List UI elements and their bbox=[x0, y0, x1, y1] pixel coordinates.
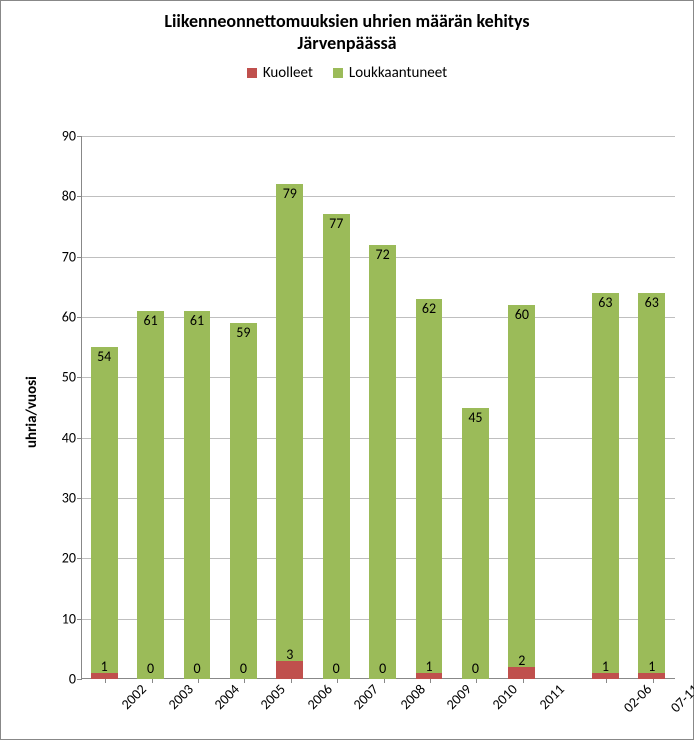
bar-value-loukkaantuneet: 79 bbox=[283, 185, 297, 202]
bar: 1 63 bbox=[592, 136, 619, 679]
bar-value-kuolleet: 1 bbox=[425, 658, 432, 675]
bar-value-kuolleet: 0 bbox=[193, 660, 200, 677]
x-tick-label: 2010 bbox=[484, 675, 522, 713]
bar-value-loukkaantuneet: 54 bbox=[97, 348, 111, 365]
bar-value-loukkaantuneet: 63 bbox=[645, 294, 659, 311]
bar-segment-loukkaantuneet bbox=[508, 305, 535, 667]
bar-value-kuolleet: 3 bbox=[286, 646, 293, 663]
legend-swatch bbox=[333, 68, 343, 78]
bar-segment-loukkaantuneet bbox=[638, 293, 665, 673]
x-tick-label: 2005 bbox=[252, 675, 290, 713]
x-tick-label: 2004 bbox=[205, 675, 243, 713]
bar: 0 72 bbox=[369, 136, 396, 679]
x-tick-label: 2011 bbox=[530, 675, 568, 713]
bar: 3 79 bbox=[276, 136, 303, 679]
bar-value-loukkaantuneet: 60 bbox=[515, 306, 529, 323]
bar: 0 45 bbox=[462, 136, 489, 679]
legend-item: Kuolleet bbox=[247, 64, 313, 82]
legend-label: Kuolleet bbox=[263, 64, 313, 82]
plot-area: uhria/vuosi 0102030405060708090200220032… bbox=[81, 136, 675, 679]
bar-value-kuolleet: 0 bbox=[472, 660, 479, 677]
y-axis-label: uhria/vuosi bbox=[23, 376, 41, 448]
chart-title: Liikenneonnettomuuksien uhrien määrän ke… bbox=[1, 1, 693, 58]
bar-value-loukkaantuneet: 72 bbox=[376, 246, 390, 263]
chart-title-line1: Liikenneonnettomuuksien uhrien määrän ke… bbox=[11, 11, 683, 33]
bar-segment-loukkaantuneet bbox=[230, 323, 257, 679]
bar: 2 60 bbox=[508, 136, 535, 679]
bar-value-kuolleet: 0 bbox=[379, 660, 386, 677]
bar-value-kuolleet: 0 bbox=[333, 660, 340, 677]
y-tick-label: 90 bbox=[62, 128, 82, 145]
bar: 0 61 bbox=[184, 136, 211, 679]
y-tick-label: 40 bbox=[62, 429, 82, 446]
x-tick-label: 2003 bbox=[159, 675, 197, 713]
bar-value-loukkaantuneet: 62 bbox=[422, 300, 436, 317]
bar-segment-loukkaantuneet bbox=[91, 347, 118, 673]
bar-value-loukkaantuneet: 59 bbox=[236, 324, 250, 341]
legend-item: Loukkaantuneet bbox=[333, 64, 447, 82]
bar-segment-kuolleet bbox=[276, 661, 303, 679]
bar-segment-loukkaantuneet bbox=[276, 184, 303, 661]
x-tick-label: 2008 bbox=[391, 675, 429, 713]
bar-value-loukkaantuneet: 61 bbox=[190, 312, 204, 329]
bar: 1 62 bbox=[416, 136, 443, 679]
y-tick-label: 30 bbox=[62, 490, 82, 507]
bar-value-loukkaantuneet: 45 bbox=[468, 409, 482, 426]
bar-segment-loukkaantuneet bbox=[137, 311, 164, 679]
bar-value-loukkaantuneet: 63 bbox=[598, 294, 612, 311]
bar-segment-loukkaantuneet bbox=[462, 408, 489, 680]
x-tick-label: 2002 bbox=[112, 675, 150, 713]
bar-value-kuolleet: 1 bbox=[101, 658, 108, 675]
chart-container: Liikenneonnettomuuksien uhrien määrän ke… bbox=[0, 0, 694, 740]
bar-value-kuolleet: 0 bbox=[147, 660, 154, 677]
bar-segment-loukkaantuneet bbox=[184, 311, 211, 679]
y-tick-label: 10 bbox=[62, 610, 82, 627]
bar: 1 54 bbox=[91, 136, 118, 679]
bar-segment-loukkaantuneet bbox=[416, 299, 443, 673]
bar-segment-loukkaantuneet bbox=[592, 293, 619, 673]
legend-swatch bbox=[247, 68, 257, 78]
bar-segment-loukkaantuneet bbox=[323, 214, 350, 679]
x-tick-label: 07-11 bbox=[661, 675, 694, 716]
bars-layer: 1 54 0 61 0 61 0 59 3 79 0 77 0 72 1 62 0 45 2 60 1 63 1 63 bbox=[81, 136, 675, 679]
bar: 0 77 bbox=[323, 136, 350, 679]
bar-value-loukkaantuneet: 61 bbox=[143, 312, 157, 329]
y-tick-label: 50 bbox=[62, 369, 82, 386]
legend-label: Loukkaantuneet bbox=[349, 64, 447, 82]
y-tick-label: 20 bbox=[62, 550, 82, 567]
bar-value-kuolleet: 1 bbox=[648, 658, 655, 675]
bar-segment-loukkaantuneet bbox=[369, 245, 396, 679]
x-tick-label: 02-06 bbox=[615, 675, 656, 716]
bar: 0 61 bbox=[137, 136, 164, 679]
y-tick-label: 60 bbox=[62, 309, 82, 326]
y-tick-label: 80 bbox=[62, 188, 82, 205]
bar-value-kuolleet: 2 bbox=[518, 652, 525, 669]
x-tick-label: 2007 bbox=[344, 675, 382, 713]
chart-legend: Kuolleet Loukkaantuneet bbox=[1, 58, 693, 87]
bar: 1 63 bbox=[638, 136, 665, 679]
bar: 0 59 bbox=[230, 136, 257, 679]
x-tick-label: 2006 bbox=[298, 675, 336, 713]
bar-value-kuolleet: 1 bbox=[602, 658, 609, 675]
bar-value-loukkaantuneet: 77 bbox=[329, 215, 343, 232]
y-tick-label: 70 bbox=[62, 248, 82, 265]
bar-value-kuolleet: 0 bbox=[240, 660, 247, 677]
x-tick-label: 2009 bbox=[437, 675, 475, 713]
chart-title-line2: Järvenpäässä bbox=[11, 33, 683, 55]
